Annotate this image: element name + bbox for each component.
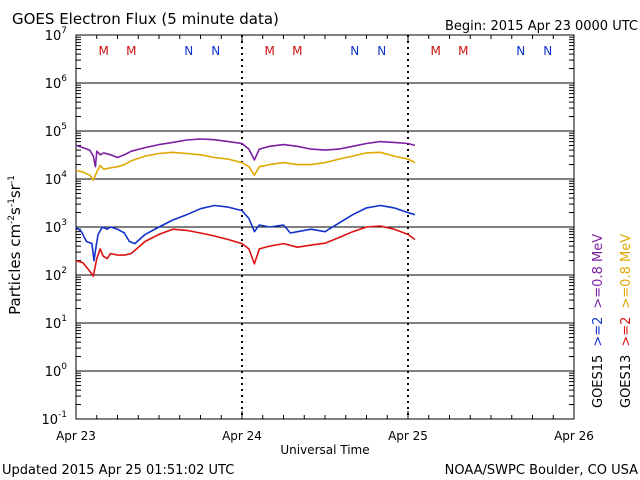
series-line-0	[75, 138, 416, 168]
x-tick-label-2: Apr 25	[388, 429, 428, 443]
marker-m-1: M	[126, 44, 136, 58]
legend-goes13-ge2: >=2	[619, 317, 634, 347]
legend-goes15-prefix: GOES15	[591, 355, 606, 408]
y-axis-label-mid: s	[6, 207, 24, 215]
y-axis-label-sup1: -2	[7, 215, 17, 224]
y-gridlines	[76, 36, 574, 406]
marker-n-6: N	[350, 44, 359, 58]
data-series	[75, 138, 416, 277]
legend-goes15: GOES15 >=2 >=0.8 MeV	[591, 234, 606, 408]
y-tick-label-8: 10-1	[41, 410, 67, 428]
marker-m-9: M	[458, 44, 468, 58]
legend-goes15-ge08: >=0.8 MeV	[591, 234, 606, 309]
y-tick-label-5: 102	[45, 266, 67, 284]
x-tick-labels: Apr 23 Apr 24 Apr 25 Apr 26	[56, 429, 594, 443]
y-tick-label-7: 100	[45, 362, 68, 380]
y-tick-label-0: 107	[45, 26, 67, 44]
y-tick-labels: 107 106 105 104 103 102 101 100 10-1	[41, 26, 67, 428]
y-axis-label-sup2: -1	[7, 198, 17, 207]
y-axis-label-sup3: -1	[7, 175, 17, 184]
y-tick-label-1: 106	[45, 74, 68, 92]
legend-goes15-ge2: >=2	[591, 317, 606, 347]
y-tick-label-2: 105	[45, 122, 67, 140]
credit-label: NOAA/SWPC Boulder, CO USA	[445, 463, 638, 478]
legend-goes13-prefix: GOES13	[619, 355, 634, 408]
legend-goes13-ge08: >=0.8 MeV	[619, 234, 634, 309]
marker-m-0: M	[98, 44, 108, 58]
marker-n-3: N	[211, 44, 220, 58]
marker-m-8: M	[430, 44, 440, 58]
marker-m-5: M	[292, 44, 302, 58]
y-axis-label-sr: sr	[6, 183, 24, 198]
y-axis-label: Particles cm-2s-1sr-1	[6, 175, 24, 315]
marker-n-7: N	[377, 44, 386, 58]
marker-n-11: N	[543, 44, 552, 58]
y-tick-label-6: 101	[45, 314, 67, 332]
series-line-2	[75, 204, 416, 262]
svg-text:GOES13>=2>=0.8 MeV: GOES13 >=2 >=0.8 MeV	[619, 234, 634, 408]
y-tick-label-4: 103	[45, 218, 67, 236]
y-tick-label-3: 104	[45, 170, 68, 188]
updated-timestamp: Updated 2015 Apr 25 01:51:02 UTC	[2, 463, 234, 478]
marker-n-2: N	[184, 44, 193, 58]
begin-time-label: Begin: 2015 Apr 23 0000 UTC	[445, 19, 638, 34]
svg-text:GOES15>=2>=0.8 MeV: GOES15 >=2 >=0.8 MeV	[591, 234, 606, 408]
x-tick-label-1: Apr 24	[222, 429, 262, 443]
y-axis-label-base: Particles cm	[6, 224, 24, 315]
series-line-1	[75, 151, 416, 181]
series-line-3	[75, 225, 416, 277]
chart-title: GOES Electron Flux (5 minute data)	[12, 10, 279, 28]
x-tick-label-3: Apr 26	[554, 429, 594, 443]
legend-goes13: GOES13 >=2 >=0.8 MeV	[619, 234, 634, 408]
marker-n-10: N	[516, 44, 525, 58]
marker-m-4: M	[264, 44, 274, 58]
x-axis-label: Universal Time	[280, 443, 369, 457]
x-tick-label-0: Apr 23	[56, 429, 96, 443]
